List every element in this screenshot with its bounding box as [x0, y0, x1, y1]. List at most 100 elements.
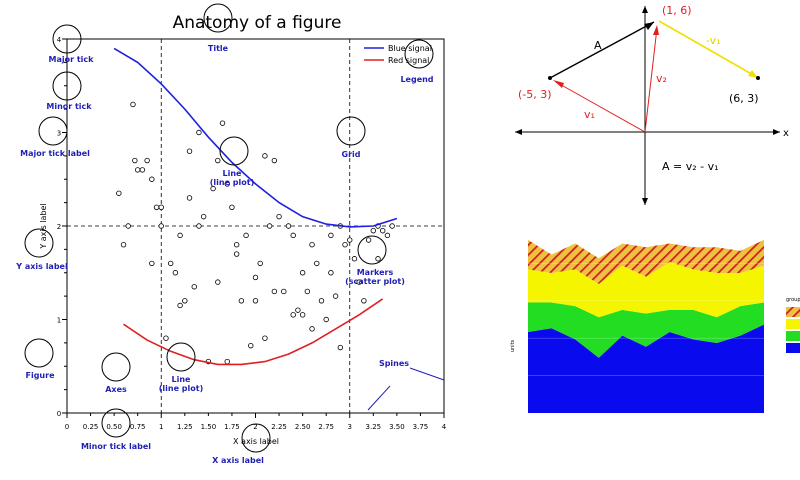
area-legend-title: group	[786, 297, 800, 303]
scatter-marker	[347, 237, 353, 243]
scatter-marker	[167, 260, 174, 267]
scatter-marker	[361, 298, 367, 304]
scatter-marker	[370, 227, 377, 234]
scatter-marker	[314, 260, 320, 267]
scatter-marker	[299, 270, 306, 276]
scatter-marker	[375, 256, 381, 262]
ann-y-axis-label: Y axis label	[15, 262, 68, 271]
area-legend: group	[786, 297, 800, 353]
scatter-marker	[158, 223, 164, 229]
label-neg-v1: -v₁	[706, 34, 721, 47]
blue-signal-line	[113, 47, 398, 228]
ann-figure: Figure	[26, 371, 56, 380]
scatter-marker	[351, 256, 358, 262]
vector-diagram: x A v₁ v₂ -v₁ (1, 6) (-5, 3) (6, 3) A = …	[515, 4, 789, 205]
y-major-tick-label: 1	[57, 317, 61, 325]
scatter-marker	[120, 241, 127, 248]
scatter-marker	[323, 316, 329, 323]
ann-major-tick: Major tick	[49, 55, 95, 64]
scatter-marker	[365, 237, 372, 243]
label-v2: v₂	[656, 72, 667, 85]
scatter-marker	[276, 213, 282, 220]
scatter-marker	[134, 167, 141, 173]
chart-title: Anatomy of a figure	[173, 13, 342, 33]
scatter-marker	[238, 298, 245, 304]
ann-grid: Grid	[342, 150, 361, 159]
scatter-marker	[318, 298, 325, 304]
equation: A = v₂ - v₁	[662, 160, 719, 173]
x-major-tick-label: 4	[442, 423, 447, 431]
scatter-marker	[290, 232, 296, 239]
legend-blue-signal: Blue signal	[388, 44, 432, 53]
y-major-tick-label: 0	[57, 410, 61, 418]
scatter-marker	[295, 307, 301, 313]
x-minor-tick-label: 0.75	[130, 423, 146, 431]
vector-a	[549, 21, 655, 79]
scatter-marker	[233, 241, 240, 248]
scatter-marker	[281, 288, 287, 295]
scatter-marker	[304, 288, 311, 295]
ann-spines: Spines	[379, 359, 409, 368]
scatter-marker	[257, 260, 263, 267]
grid-lines	[67, 39, 444, 413]
scatter-marker	[130, 101, 136, 108]
label-a: A	[594, 39, 602, 52]
area-legend-swatch	[786, 307, 800, 317]
scatter-marker	[380, 227, 386, 234]
x-minor-tick-label: 2.50	[295, 423, 311, 431]
y-axis-label: Y axis label	[39, 203, 48, 249]
spines-arrows	[367, 367, 445, 411]
scatter-marker	[266, 223, 273, 229]
point-1-6: (1, 6)	[662, 4, 692, 17]
scatter-marker	[186, 195, 193, 201]
area-layers	[528, 239, 764, 413]
scatter-marker	[248, 342, 254, 349]
scatter-marker	[132, 157, 138, 164]
scatter-marker	[172, 270, 179, 276]
scatter-markers	[116, 101, 395, 365]
y-major-tick-label: 4	[57, 36, 62, 44]
x-axis-letter: x	[783, 128, 789, 139]
vector-v2	[644, 27, 658, 133]
x-major-tick-label: 0	[65, 423, 69, 431]
scatter-marker	[191, 284, 197, 290]
axis-ticks: 0 1 2 3 4 0.25 0.50 0.75 1.25 1.50 1.75 2.25 2.50 2.7…	[57, 36, 447, 431]
scatter-marker	[332, 293, 339, 299]
area-layer-1	[528, 324, 764, 413]
scatter-marker	[299, 312, 306, 318]
area-layer-4	[528, 239, 764, 285]
scatter-marker	[196, 129, 202, 136]
scatter-marker	[125, 223, 131, 229]
scatter-marker	[328, 232, 334, 239]
area-layer-2	[528, 302, 764, 358]
x-minor-tick-label: 3.50	[389, 423, 405, 431]
x-axis-label: X axis label	[233, 437, 279, 446]
area-legend-swatch	[786, 319, 800, 329]
ann-markers: Markers (scatter plot)	[345, 268, 405, 286]
scatter-marker	[271, 288, 278, 295]
scatter-marker	[243, 232, 249, 239]
vector-v1	[555, 81, 646, 133]
x-minor-tick-label: 3.75	[413, 423, 429, 431]
ann-axes: Axes	[105, 385, 127, 394]
scatter-marker	[290, 312, 296, 318]
scatter-marker	[384, 232, 391, 239]
scatter-marker	[224, 358, 230, 365]
scatter-marker	[233, 251, 240, 257]
scatter-marker	[144, 157, 150, 164]
scatter-marker	[252, 298, 259, 304]
x-minor-tick-label: 0.25	[83, 423, 99, 431]
scatter-marker	[186, 148, 193, 154]
scatter-marker	[163, 335, 169, 341]
area-y-label: units	[510, 339, 516, 352]
ann-legend: Legend	[400, 75, 433, 84]
y-major-tick-label: 3	[57, 130, 61, 138]
ann-major-tick-label: Major tick label	[20, 149, 90, 158]
scatter-marker	[262, 335, 268, 341]
x-major-tick-label: 3	[348, 423, 352, 431]
x-minor-tick-label: 1.50	[201, 423, 217, 431]
x-minor-tick-label: 2.75	[318, 423, 334, 431]
scatter-marker	[149, 260, 155, 267]
scatter-marker	[116, 190, 122, 196]
scatter-marker	[219, 120, 226, 126]
